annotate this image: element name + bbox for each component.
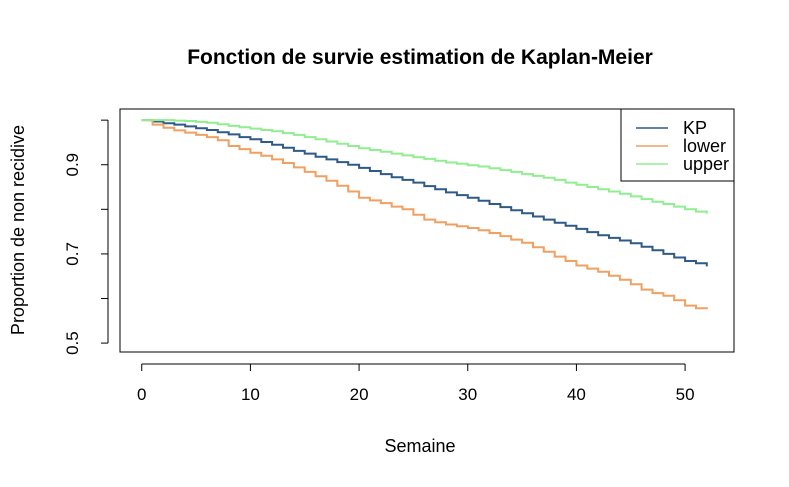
x-tick-label-50: 50	[676, 385, 695, 404]
series-line-lower	[141, 119, 708, 310]
y-tick-label-0.9: 0.9	[63, 153, 82, 177]
x-axis: 0 10 20 30 40 50	[137, 363, 695, 404]
chart-title: Fonction de survie estimation de Kaplan-…	[187, 46, 653, 69]
y-axis-label: Proportion de non recidive	[8, 125, 28, 335]
x-tick-label-10: 10	[241, 385, 260, 404]
y-axis: 0.5 0.7 0.9	[63, 119, 109, 355]
series-layer	[141, 119, 708, 310]
x-tick-label-0: 0	[137, 385, 146, 404]
legend-label-upper: upper	[683, 154, 729, 174]
plot-box	[119, 108, 735, 353]
legend-label-lower: lower	[683, 136, 726, 156]
series-line-upper	[141, 119, 708, 214]
x-tick-label-20: 20	[350, 385, 369, 404]
legend-label-KP: KP	[683, 118, 707, 138]
x-tick-label-40: 40	[567, 385, 586, 404]
x-axis-label: Semaine	[384, 436, 455, 456]
y-tick-label-0.7: 0.7	[63, 242, 82, 266]
y-tick-label-0.5: 0.5	[63, 331, 82, 355]
series-line-KP	[141, 119, 708, 267]
x-tick-label-30: 30	[458, 385, 477, 404]
legend-box	[620, 108, 735, 182]
